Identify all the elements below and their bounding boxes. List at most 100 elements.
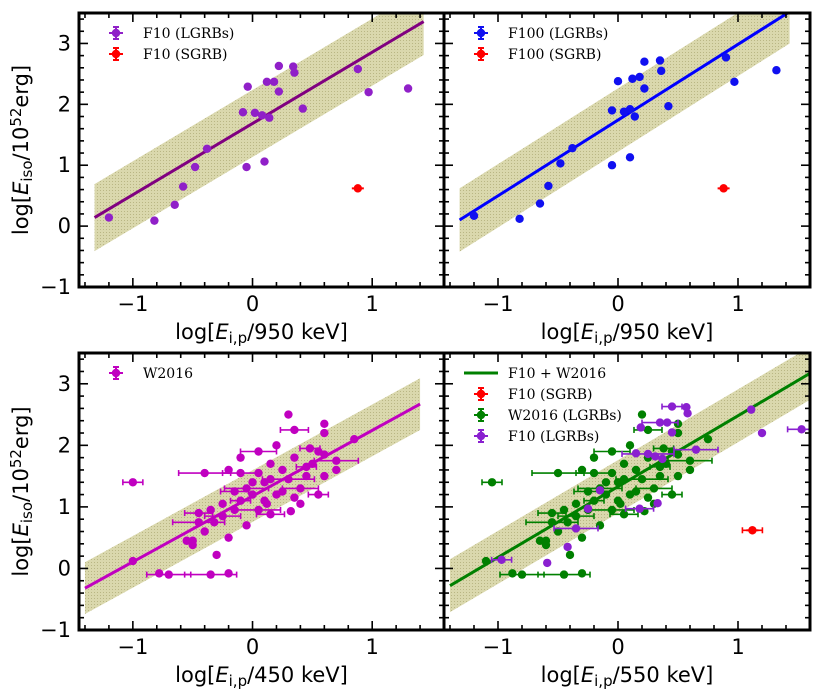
data-point	[224, 465, 233, 475]
data-point	[230, 487, 239, 496]
series-1	[469, 53, 781, 224]
data-point	[296, 499, 305, 509]
x-tick-label: −1	[117, 292, 148, 316]
data-point	[224, 569, 233, 578]
x-tick-label: 1	[366, 635, 379, 659]
data-point	[663, 418, 672, 427]
legend-label: F10 + W2016	[508, 366, 606, 382]
data-point	[607, 161, 617, 170]
data-point	[248, 490, 257, 499]
data-point	[150, 216, 159, 225]
data-point	[657, 66, 666, 76]
data-point	[651, 452, 660, 461]
data-point	[302, 462, 311, 472]
series-3	[490, 402, 810, 568]
data-point	[589, 453, 599, 462]
data-point	[218, 511, 227, 521]
plot-area	[449, 353, 810, 613]
legend-marker	[476, 410, 486, 420]
plot-frame	[442, 11, 812, 289]
data-point	[655, 418, 665, 427]
legend-label: W2016 (LGRBs)	[508, 408, 622, 424]
x-tick-label: 0	[611, 635, 624, 659]
y-axis-label: log[Eiso/1052erg]	[7, 65, 36, 235]
data-point	[254, 468, 263, 478]
legend-entry: F100 (LGRBs)	[474, 26, 608, 42]
data-point	[535, 536, 545, 545]
data-point	[238, 108, 248, 117]
data-point	[658, 454, 667, 464]
legend-marker	[111, 368, 121, 378]
data-point	[577, 533, 587, 542]
data-point	[515, 214, 524, 224]
data-point	[625, 153, 635, 162]
x-axis-label: log[Ei,p/550 keV]	[541, 663, 714, 690]
data-point	[577, 569, 587, 578]
series-2	[481, 410, 713, 579]
data-point	[202, 144, 212, 153]
data-point	[667, 428, 677, 437]
plot-area	[93, 13, 425, 252]
data-point	[190, 162, 200, 172]
data-point	[236, 453, 245, 462]
data-point	[685, 456, 695, 465]
x-tick-label: 1	[731, 635, 744, 659]
legend: F10 (LGRBs) F10 (SGRB)	[109, 26, 234, 63]
data-point	[748, 526, 757, 535]
legend: F10 + W2016 F10 (SGRB) W2016 (LGRBs) F10 (L…	[464, 366, 622, 445]
data-point	[469, 211, 479, 220]
data-point	[583, 487, 593, 496]
data-point	[290, 453, 299, 462]
data-point	[266, 474, 275, 484]
y-axis-label: log[Eiso/1052erg]	[7, 406, 36, 576]
data-point	[664, 101, 673, 111]
data-point	[563, 542, 572, 552]
data-point	[559, 570, 569, 579]
data-point	[797, 425, 806, 434]
data-point	[637, 410, 647, 419]
data-point	[353, 64, 363, 74]
data-point	[242, 521, 251, 530]
data-point	[553, 527, 563, 536]
x-tick-label: 0	[246, 292, 259, 316]
panel-4: −1 0 1 log[Ei,p/550 keV] F10 + W2016 F10 (SGR…	[442, 351, 812, 690]
data-point	[655, 471, 665, 481]
y-tick-label: 0	[58, 556, 71, 580]
data-point	[290, 68, 299, 77]
data-point	[631, 487, 641, 496]
scatter-band	[459, 13, 790, 252]
data-point	[721, 53, 731, 62]
data-point	[607, 447, 617, 456]
series-1	[104, 61, 413, 225]
data-point	[403, 84, 413, 93]
y-tick-label: 3	[58, 31, 71, 55]
data-point	[170, 200, 179, 209]
data-point	[643, 493, 653, 502]
data-point	[535, 199, 545, 208]
data-point	[757, 428, 767, 438]
data-point	[643, 425, 653, 435]
data-point	[182, 536, 191, 545]
legend-entry: F10 + W2016	[464, 366, 606, 382]
legend-marker	[476, 389, 486, 399]
y-tick-label: 1	[58, 495, 71, 519]
data-point	[320, 419, 329, 428]
legend-entry: F10 (SGRB)	[474, 387, 593, 403]
data-point	[559, 505, 569, 515]
data-point	[286, 506, 296, 516]
x-tick-label: 1	[731, 292, 744, 316]
data-point	[565, 550, 575, 560]
data-point	[290, 425, 299, 435]
data-point	[517, 570, 527, 579]
data-point	[200, 468, 209, 478]
data-point	[613, 76, 623, 86]
data-point	[178, 182, 188, 191]
data-point	[194, 518, 203, 527]
legend-entry: W2016 (LGRBs)	[474, 408, 622, 424]
data-point	[673, 471, 683, 481]
data-point	[730, 77, 739, 87]
data-point	[278, 487, 287, 496]
data-point	[364, 87, 373, 97]
data-point	[601, 478, 611, 487]
